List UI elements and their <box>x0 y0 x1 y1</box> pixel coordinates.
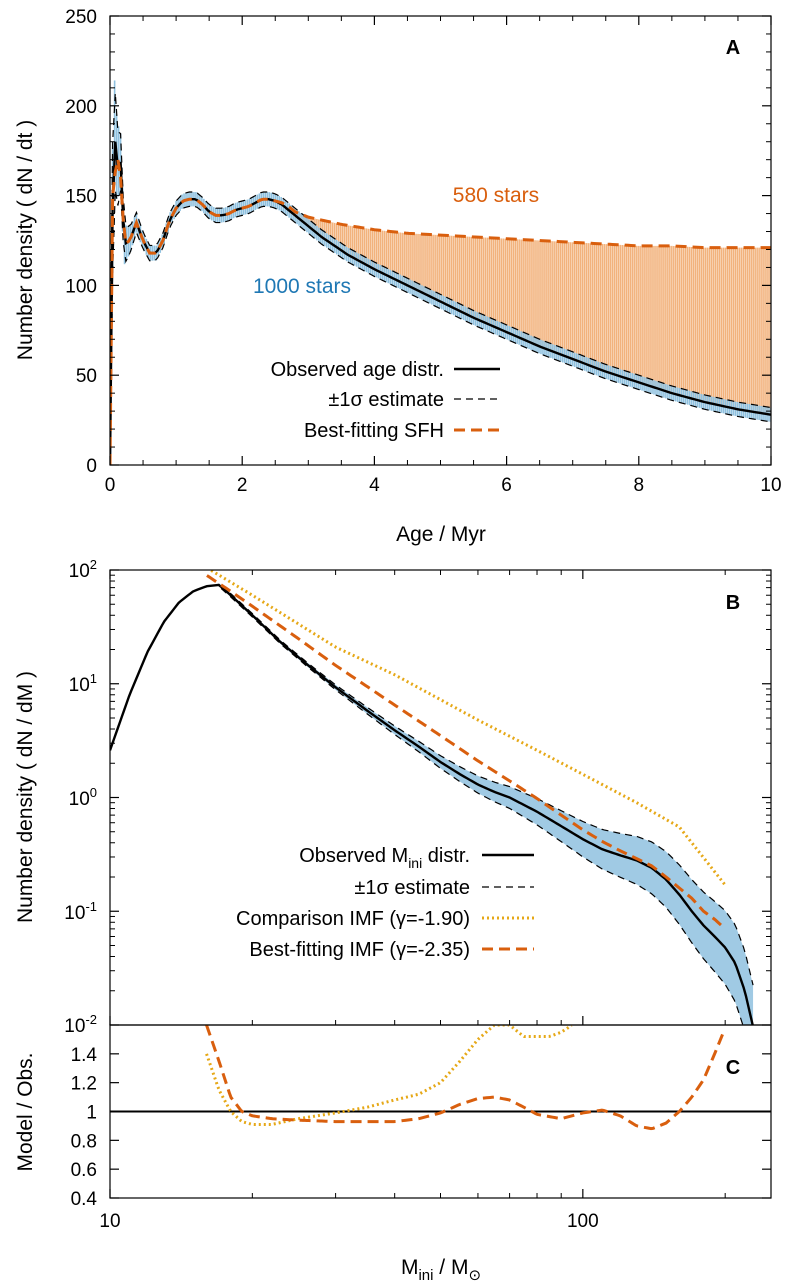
panel-b-ytick-10: 101 <box>69 671 97 696</box>
panel-a-observed-line <box>110 141 771 465</box>
panel-a-ytick-label: 100 <box>65 276 97 297</box>
panel-b-upper-sigma <box>220 584 754 986</box>
panel-b-ytick-0.01: 10-2 <box>64 1012 97 1037</box>
panel-a-xtick-label: 2 <box>237 475 248 496</box>
panel-c-ytick-label: 0.4 <box>71 1189 98 1210</box>
legend-a-sfh-label: Best-fitting SFH <box>304 420 444 442</box>
panel-b-ylabel: Number density ( dN / dM ) <box>14 671 37 923</box>
panel-c-ytick-label: 1.2 <box>71 1074 97 1095</box>
panel-a-lower-sigma <box>110 190 771 465</box>
panel-b-ytick-0.1: 10-1 <box>64 899 97 924</box>
panel-a-xtick-label: 4 <box>369 475 380 496</box>
panel-b-ytick-100: 102 <box>69 557 97 582</box>
panel-c-label: C <box>726 1057 740 1079</box>
panel-c-ticks: 0.4 0.6 0.8 1 1.2 1.4 10 100 <box>71 1045 771 1232</box>
legend-b-best-label: Best-fitting IMF (γ=-2.35) <box>249 939 470 961</box>
panel-c-ytick-label: 0.8 <box>71 1131 97 1152</box>
panel-a-xlabel: Age / Myr <box>396 523 486 546</box>
panel-a-xtick-label: 0 <box>105 475 116 496</box>
panel-c-ytick-label: 1 <box>86 1103 97 1124</box>
panel-a-upper-sigma <box>110 92 771 409</box>
legend-a-observed-label: Observed age distr. <box>271 359 444 381</box>
panel-a-xtick-label: 8 <box>634 475 645 496</box>
panel-c-ytick-label: 0.6 <box>71 1160 97 1181</box>
legend-b-observed-label: Observed Mini distr. <box>299 845 470 871</box>
panel-a-annotation-blue: 1000 stars <box>253 275 351 298</box>
panel-a-ytick-label: 150 <box>65 187 97 208</box>
panel-a-xtick-label: 6 <box>501 475 512 496</box>
panel-a-ytick-label: 200 <box>65 97 97 118</box>
legend-b-comparison-label: Comparison IMF (γ=-1.90) <box>236 908 470 930</box>
panel-c-ytick-label: 1.4 <box>71 1045 98 1066</box>
panel-a-ytick-label: 50 <box>76 366 97 387</box>
panel-b-comparison-imf <box>207 570 726 886</box>
legend-a-sigma-label: ±1σ estimate <box>328 389 444 411</box>
panel-b-legend: Observed Mini distr. ±1σ estimate Compar… <box>236 845 534 961</box>
panel-a-annotation-orange: 580 stars <box>453 184 539 207</box>
panel-c-xtick-label: 10 <box>99 1211 120 1232</box>
panel-b-ticks <box>109 569 771 1026</box>
panel-b-sigma-band <box>221 585 754 1025</box>
panel-c-ylabel: Model / Obs. <box>14 1052 37 1171</box>
panel-a-ylabel: Number density ( dN / dt ) <box>14 120 37 360</box>
panel-a-label: A <box>726 37 740 59</box>
panel-a-xtick-label: 10 <box>760 475 781 496</box>
panel-a-ytick-label: 250 <box>65 7 97 28</box>
panel-c-xlabel: Mini / M⊙ <box>401 1256 481 1284</box>
panel-a-orange-hatch <box>110 195 771 415</box>
panel-b-yticklabels: 102 101 100 10-1 10-2 <box>64 557 97 1037</box>
panel-c-xtick-label: 100 <box>567 1211 599 1232</box>
panel-c-best-imf <box>205 1025 727 1131</box>
panel-c-comparison-imf <box>205 1025 573 1126</box>
panel-b-ytick-1: 100 <box>69 785 97 810</box>
panel-b-observed-line <box>110 583 754 1025</box>
panel-a-legend: Observed age distr. ±1σ estimate Best-fi… <box>271 359 500 442</box>
panel-c: 0.4 0.6 0.8 1 1.2 1.4 10 100 C Model / Obs. Min… <box>14 1024 772 1284</box>
panel-b: 102 101 100 10-1 10-2 B Number density (… <box>14 557 772 1037</box>
panel-b-lower-sigma <box>220 588 744 1025</box>
panel-b-best-imf <box>206 574 726 930</box>
panel-a-ytick-label: 0 <box>86 456 97 477</box>
legend-b-sigma-label: ±1σ estimate <box>354 877 470 899</box>
panel-b-label: B <box>726 592 740 614</box>
panel-a-sfh-line <box>110 159 771 465</box>
